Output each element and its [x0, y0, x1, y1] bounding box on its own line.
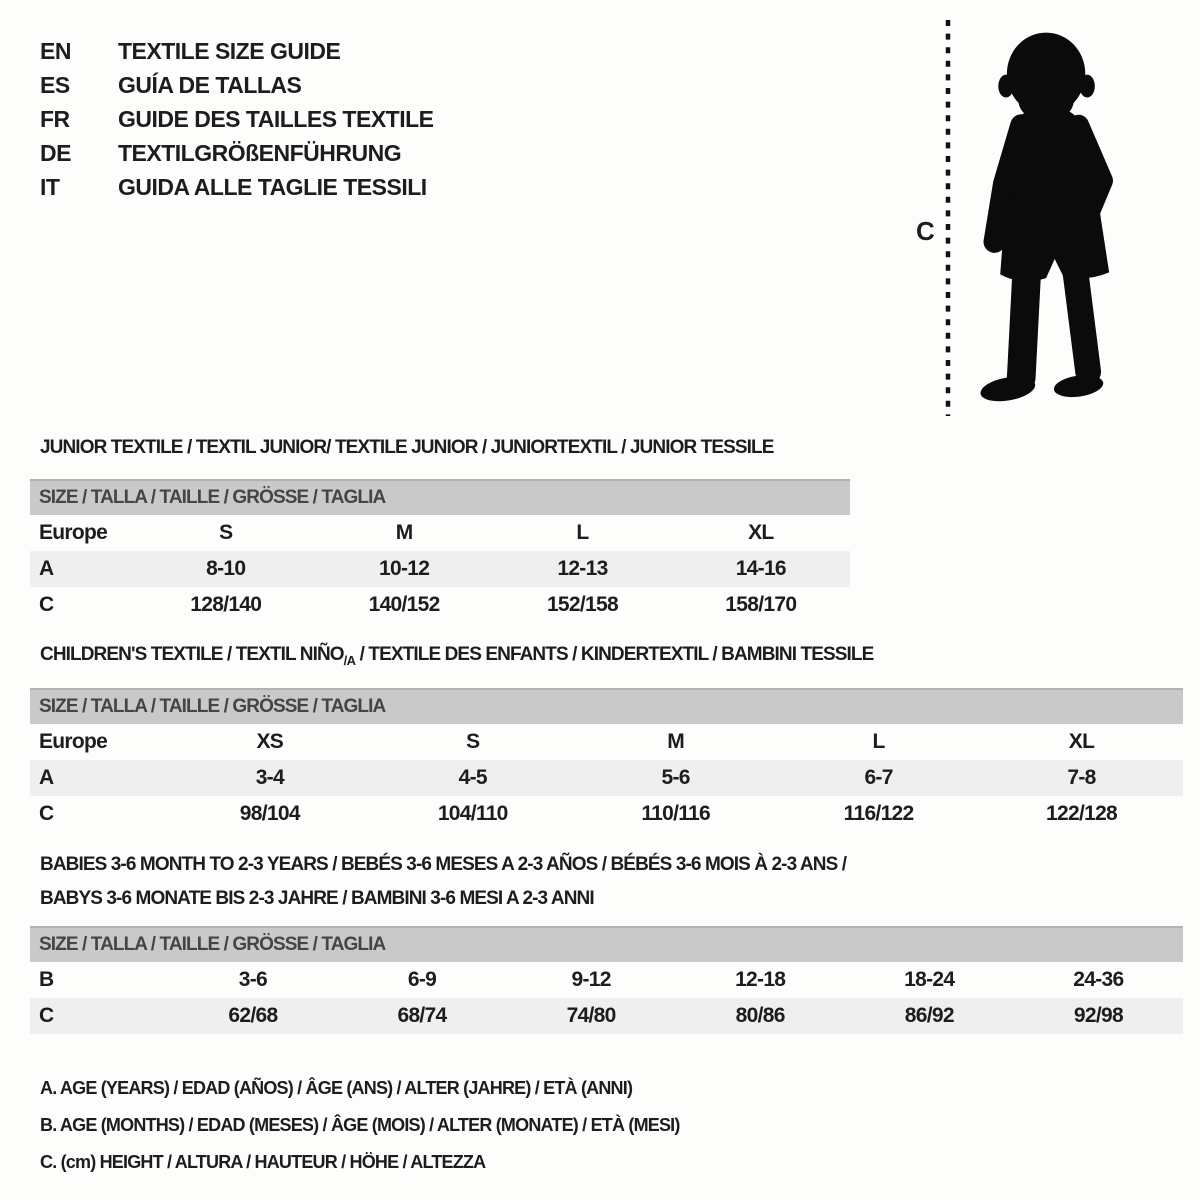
table-row: A 3-4 4-5 5-6 6-7 7-8 [30, 760, 1183, 796]
age-value: 3-6 [238, 968, 268, 991]
size-value: XL [748, 521, 774, 544]
legend-line-a: A. AGE (YEARS) / EDAD (AÑOS) / ÂGE (ANS)… [40, 1078, 633, 1098]
height-value: 158/170 [725, 593, 797, 616]
size-value: L [576, 521, 589, 544]
height-value: 92/98 [1073, 1004, 1124, 1027]
row-label: A [39, 766, 54, 789]
measure-legend: A. AGE (YEARS) / EDAD (AÑOS) / ÂGE (ANS)… [40, 1070, 680, 1181]
age-value: 5-6 [661, 766, 691, 789]
list-item: ES GUÍA DE TALLAS [40, 68, 434, 102]
table-row: B 3-6 6-9 9-12 12-18 18-24 24-36 [30, 962, 1183, 998]
guide-title: GUÍA DE TALLAS [118, 71, 302, 98]
size-header-bar: SIZE / TALLA / TAILLE / GRÖSSE / TAGLIA [30, 688, 1183, 724]
age-value: 14-16 [735, 557, 787, 580]
age-value: 10-12 [379, 557, 430, 580]
age-value: 24-36 [1073, 968, 1124, 991]
height-value: 86/92 [904, 1004, 955, 1027]
language-code: EN [40, 37, 71, 64]
table-row: Europe XS S M L XL [30, 724, 1183, 760]
row-label: Europe [39, 521, 108, 544]
height-value: 116/122 [843, 802, 915, 825]
size-value: M [395, 521, 413, 544]
babies-size-table: SIZE / TALLA / TAILLE / GRÖSSE / TAGLIA … [30, 926, 1183, 1034]
height-value: 68/74 [397, 1004, 447, 1027]
title-subscript: /A [343, 652, 356, 668]
age-value: 3-4 [255, 766, 285, 789]
row-label: A [39, 557, 54, 580]
row-label: C [39, 802, 54, 825]
size-value: L [872, 730, 886, 753]
section-title-children: CHILDREN'S TEXTILE / TEXTIL NIÑO/A / TEX… [40, 644, 875, 668]
height-value: 140/152 [368, 593, 441, 616]
title-part: / TEXTILE DES ENFANTS / KINDERTEXTIL / B… [355, 644, 875, 665]
babies-title-line2: BABYS 3-6 MONATE BIS 2-3 JAHRE / BAMBINI… [40, 888, 595, 909]
list-item: IT GUIDA ALLE TAGLIE TESSILI [40, 170, 434, 204]
junior-size-table: SIZE / TALLA / TAILLE / GRÖSSE / TAGLIA … [30, 479, 850, 623]
height-value: 80/86 [735, 1004, 786, 1027]
height-value: 62/68 [228, 1004, 278, 1027]
height-value: 128/140 [190, 593, 262, 616]
row-label: Europe [39, 730, 108, 753]
list-item: DE TEXTILGRÖßENFÜHRUNG [40, 136, 434, 170]
height-value: 110/116 [641, 802, 711, 825]
table-row: A 8-10 10-12 12-13 14-16 [30, 551, 850, 587]
height-value: 152/158 [546, 593, 619, 616]
age-value: 4-5 [458, 766, 488, 789]
guide-title: GUIDE DES TAILLES TEXTILE [118, 105, 434, 132]
height-value: 74/80 [566, 1004, 617, 1027]
age-value: 9-12 [571, 968, 611, 991]
table-row: C 62/68 68/74 74/80 80/86 86/92 92/98 [30, 998, 1183, 1034]
legend-line-c: C. (cm) HEIGHT / ALTURA / HAUTEUR / HÖHE… [40, 1152, 486, 1172]
size-header-bar: SIZE / TALLA / TAILLE / GRÖSSE / TAGLIA [30, 479, 850, 515]
size-value: M [667, 730, 685, 753]
size-value: XL [1068, 730, 1095, 753]
section-title-junior: JUNIOR TEXTILE / TEXTIL JUNIOR/ TEXTILE … [40, 437, 774, 458]
guide-title: TEXTILGRÖßENFÜHRUNG [118, 139, 402, 166]
table-row: C 128/140 140/152 152/158 158/170 [30, 587, 850, 623]
list-item: EN TEXTILE SIZE GUIDE [40, 34, 434, 68]
size-value: XS [256, 730, 284, 753]
list-item: FR GUIDE DES TAILLES TEXTILE [40, 102, 434, 136]
babies-title-line1: BABIES 3-6 MONTH TO 2-3 YEARS / BEBÉS 3-… [40, 854, 847, 875]
age-value: 8-10 [206, 557, 246, 580]
height-value: 98/104 [239, 802, 301, 825]
children-size-table: SIZE / TALLA / TAILLE / GRÖSSE / TAGLIA … [30, 688, 1183, 832]
size-value: S [466, 730, 480, 753]
row-label: C [39, 593, 54, 616]
height-value: 104/110 [437, 802, 509, 825]
size-header-bar: SIZE / TALLA / TAILLE / GRÖSSE / TAGLIA [30, 926, 1183, 962]
table-row: C 98/104 104/110 110/116 116/122 122/128 [30, 796, 1183, 832]
guide-title: GUIDA ALLE TAGLIE TESSILI [118, 173, 427, 200]
row-label: C [39, 1004, 54, 1027]
language-code: ES [40, 71, 70, 98]
height-measure-line [945, 20, 951, 416]
language-code: IT [40, 173, 60, 200]
section-title-babies: BABIES 3-6 MONTH TO 2-3 YEARS / BEBÉS 3-… [40, 848, 847, 916]
age-value: 18-24 [904, 968, 955, 991]
age-value: 6-7 [864, 766, 893, 789]
language-code: DE [40, 139, 71, 166]
title-part: CHILDREN'S TEXTILE / TEXTIL NIÑO [40, 644, 345, 665]
age-value: 7-8 [1067, 766, 1096, 789]
language-code: FR [40, 105, 70, 132]
table-row: Europe S M L XL [30, 515, 850, 551]
legend-line-b: B. AGE (MONTHS) / EDAD (MESES) / ÂGE (MO… [40, 1115, 680, 1135]
measure-label-c: C [916, 216, 935, 246]
size-value: S [219, 521, 233, 544]
age-value: 12-13 [557, 557, 608, 580]
row-label: B [39, 968, 54, 991]
language-title-list: EN TEXTILE SIZE GUIDE ES GUÍA DE TALLAS … [40, 34, 434, 204]
toddler-silhouette-icon [980, 32, 1113, 402]
height-value: 122/128 [1046, 802, 1118, 825]
age-value: 6-9 [407, 968, 437, 991]
guide-title: TEXTILE SIZE GUIDE [118, 37, 341, 64]
age-value: 12-18 [735, 968, 786, 991]
